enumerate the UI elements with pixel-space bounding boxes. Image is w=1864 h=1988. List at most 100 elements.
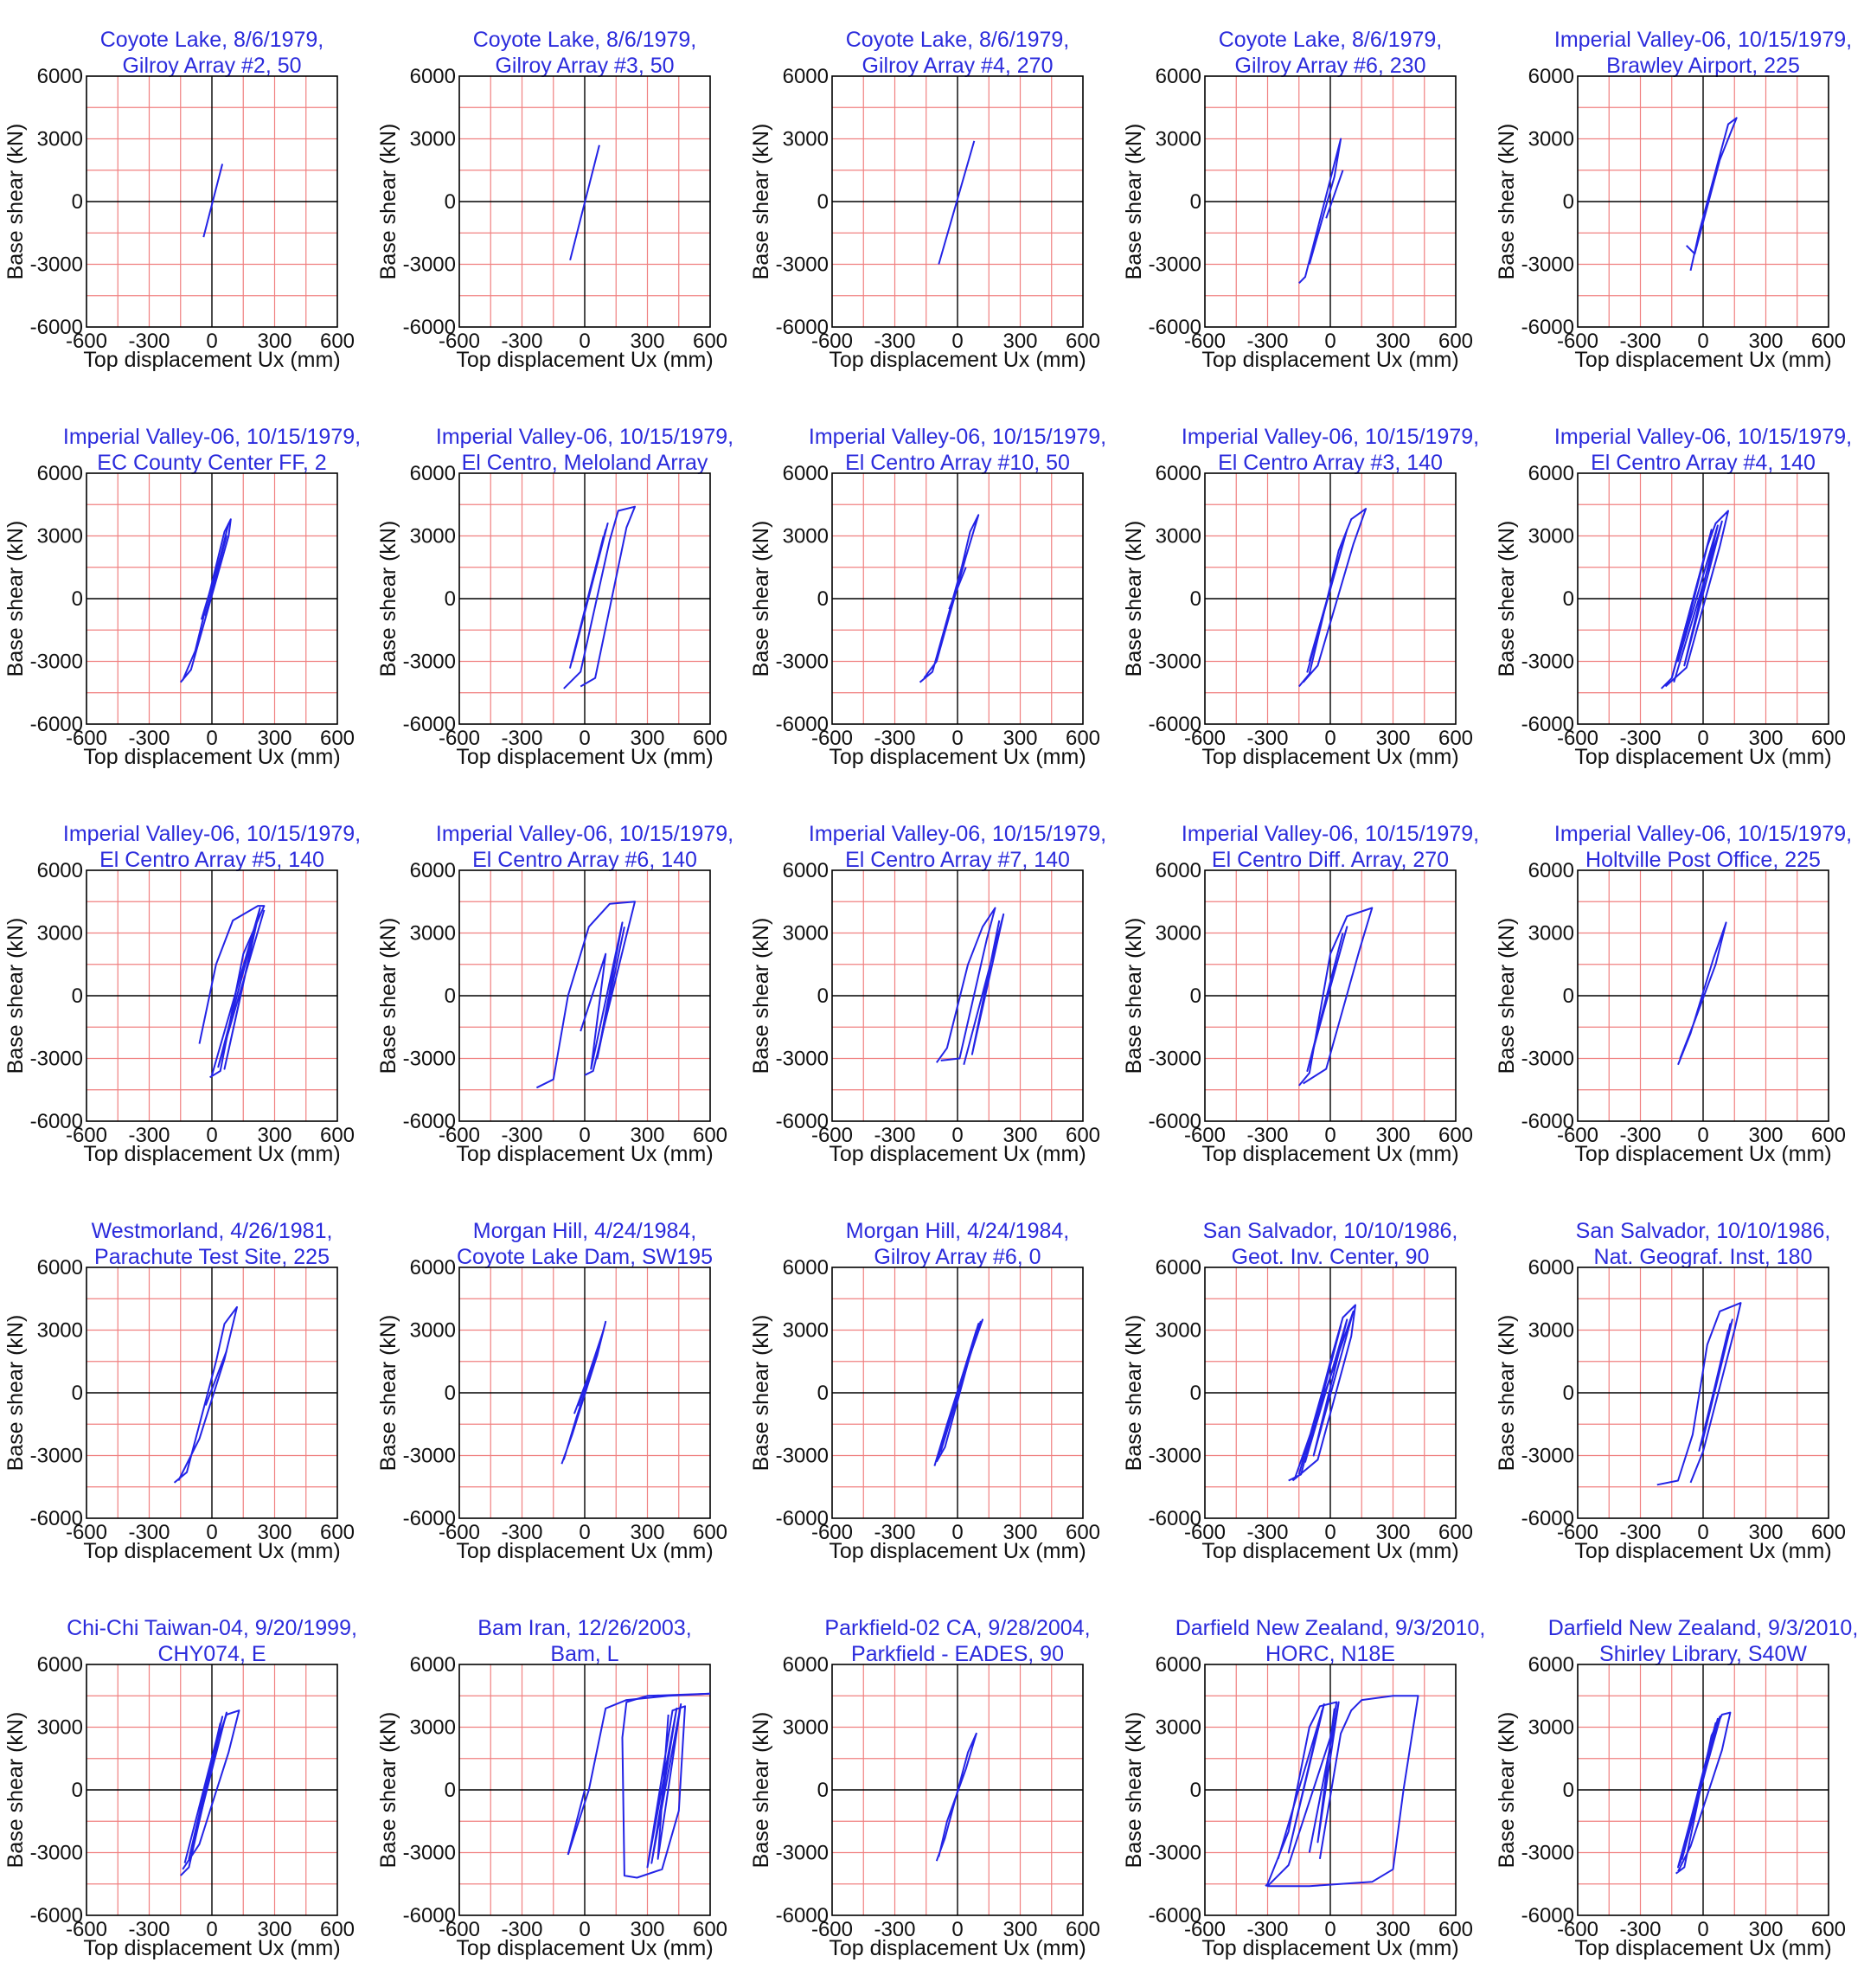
x-axis-label: Top displacement Ux (mm) [456, 1142, 713, 1166]
y-tick-label: -3000 [403, 1048, 456, 1071]
chart-panel-14: Imperial Valley-06, 10/15/1979, El Centro… [1118, 794, 1491, 1191]
x-tick-label: -600 [439, 330, 480, 353]
y-tick-label: -6000 [403, 1904, 456, 1927]
y-tick-label: -6000 [776, 1507, 829, 1530]
y-tick-label: -6000 [403, 1507, 456, 1530]
x-tick-label: 600 [1438, 1124, 1473, 1147]
x-tick-label: -300 [1619, 330, 1661, 353]
hysteresis-curve-2 [1306, 926, 1348, 1072]
x-tick-label: 300 [257, 1521, 291, 1544]
y-tick-label: 6000 [1528, 1256, 1574, 1279]
x-tick-label: 300 [630, 330, 664, 353]
hysteresis-curve-3 [1308, 1701, 1340, 1853]
x-tick-label: 0 [1697, 330, 1708, 353]
y-tick-label: 3000 [410, 525, 456, 548]
plot-frame [458, 75, 711, 328]
y-tick-label: -3000 [776, 1048, 829, 1071]
chart-svg: Darfield New Zealand, 9/3/2010,HORC, N18… [1122, 1616, 1485, 1960]
y-axis-label: Base shear (kN) [1122, 1315, 1146, 1472]
y-tick-label: 3000 [410, 922, 456, 946]
plot-frame [458, 1267, 711, 1519]
chart-title-line1: Bam Iran, 12/26/2003, [477, 1616, 691, 1640]
x-tick-label: 0 [951, 1918, 963, 1941]
chart-svg: Imperial Valley-06, 10/15/1979,El Centro… [1122, 425, 1479, 769]
y-tick-label: 3000 [1528, 525, 1574, 548]
hysteresis-curve-1 [567, 1692, 711, 1856]
y-tick-label: 6000 [1156, 65, 1201, 88]
x-axis-label: Top displacement Ux (mm) [829, 745, 1086, 769]
chart-title-line2: El Centro Array #5, 140 [99, 848, 324, 872]
chart-title-line2: El Centro Array #6, 140 [472, 848, 697, 872]
y-axis-label: Base shear (kN) [3, 1712, 28, 1869]
hysteresis-curve-2 [211, 907, 266, 1076]
y-tick-label: 0 [72, 1382, 83, 1405]
chart-title-line1: Morgan Hill, 4/24/1984, [846, 1219, 1069, 1243]
y-axis-label: Base shear (kN) [1495, 521, 1519, 677]
x-tick-label: 300 [1375, 1521, 1410, 1544]
plot-frame [1204, 869, 1457, 1122]
chart-svg: Imperial Valley-06, 10/15/1979,El Centro… [376, 822, 733, 1166]
y-tick-label: 0 [72, 190, 83, 214]
chart-svg: Imperial Valley-06, 10/15/1979,Brawley A… [1495, 28, 1852, 372]
chart-title-line1: Coyote Lake, 8/6/1979, [100, 28, 324, 52]
hysteresis-curve-2 [1325, 170, 1344, 219]
y-tick-label: 3000 [1156, 922, 1201, 946]
plot-frame [1577, 1267, 1829, 1519]
y-axis-label: Base shear (kN) [1495, 1315, 1519, 1472]
y-axis-label: Base shear (kN) [3, 521, 28, 677]
chart-svg: Coyote Lake, 8/6/1979,Gilroy Array #2, 5… [3, 28, 355, 372]
chart-svg: Parkfield-02 CA, 9/28/2004,Parkfield - E… [749, 1616, 1100, 1960]
x-axis-label: Top displacement Ux (mm) [1201, 745, 1458, 769]
y-tick-label: 0 [817, 984, 829, 1008]
y-tick-label: 0 [1190, 587, 1201, 611]
y-tick-label: 6000 [1156, 859, 1201, 882]
chart-title-line1: Imperial Valley-06, 10/15/1979, [436, 822, 733, 846]
chart-title-line2: El Centro Array #7, 140 [845, 848, 1070, 872]
chart-title-line2: HORC, N18E [1265, 1642, 1395, 1666]
x-tick-label: 600 [320, 330, 355, 353]
chart-title-line2: Brawley Airport, 225 [1606, 54, 1800, 78]
y-tick-label: 0 [72, 1779, 83, 1802]
y-tick-label: 0 [1563, 190, 1574, 214]
y-axis-label: Base shear (kN) [3, 1315, 28, 1472]
x-axis-label: Top displacement Ux (mm) [83, 1936, 340, 1960]
x-tick-label: -600 [1184, 1124, 1226, 1147]
plot-frame [1577, 75, 1829, 328]
hysteresis-curve-2 [580, 921, 625, 1070]
y-tick-label: -6000 [776, 713, 829, 736]
chart-title-line2: El Centro Array #4, 140 [1591, 451, 1816, 475]
chart-title-line1: Imperial Valley-06, 10/15/1979, [809, 822, 1106, 846]
plot-frame [458, 869, 711, 1122]
chart-svg: Chi-Chi Taiwan-04, 9/20/1999,CHY074, E -6… [3, 1616, 357, 1960]
y-tick-label: -3000 [1521, 1445, 1574, 1468]
y-axis-label: Base shear (kN) [376, 124, 400, 280]
y-axis-label: Base shear (kN) [1122, 521, 1146, 677]
hysteresis-curve-2 [1306, 529, 1348, 673]
y-tick-label: 3000 [783, 922, 829, 946]
y-tick-label: 0 [445, 587, 456, 611]
y-tick-label: -6000 [1149, 316, 1201, 339]
x-tick-label: -300 [1619, 727, 1661, 750]
plot-frame [86, 869, 338, 1122]
hysteresis-curve-1 [180, 518, 232, 683]
chart-panel-25: Darfield New Zealand, 9/3/2010, Shirley L… [1491, 1588, 1864, 1985]
hysteresis-curve-2 [1677, 1715, 1722, 1869]
x-axis-label: Top displacement Ux (mm) [456, 1936, 713, 1960]
y-axis-label: Base shear (kN) [1495, 918, 1519, 1074]
chart-panel-9: Imperial Valley-06, 10/15/1979, El Centro… [1118, 397, 1491, 794]
x-tick-label: 600 [693, 727, 727, 750]
x-tick-label: 300 [257, 1918, 291, 1941]
hysteresis-curve-1 [560, 1320, 607, 1465]
y-tick-label: 3000 [783, 128, 829, 151]
x-tick-label: 0 [951, 1124, 963, 1147]
y-tick-label: 6000 [1156, 1256, 1201, 1279]
x-tick-label: -600 [811, 1521, 853, 1544]
y-tick-label: -6000 [30, 713, 83, 736]
y-tick-label: -6000 [1521, 1507, 1574, 1530]
x-tick-label: -300 [874, 1521, 915, 1544]
chart-svg: Imperial Valley-06, 10/15/1979,El Centro… [1122, 822, 1479, 1166]
x-axis-label: Top displacement Ux (mm) [1574, 1936, 1831, 1960]
x-tick-label: 0 [1324, 330, 1336, 353]
x-tick-label: 600 [1811, 330, 1846, 353]
y-tick-label: 0 [1563, 984, 1574, 1008]
